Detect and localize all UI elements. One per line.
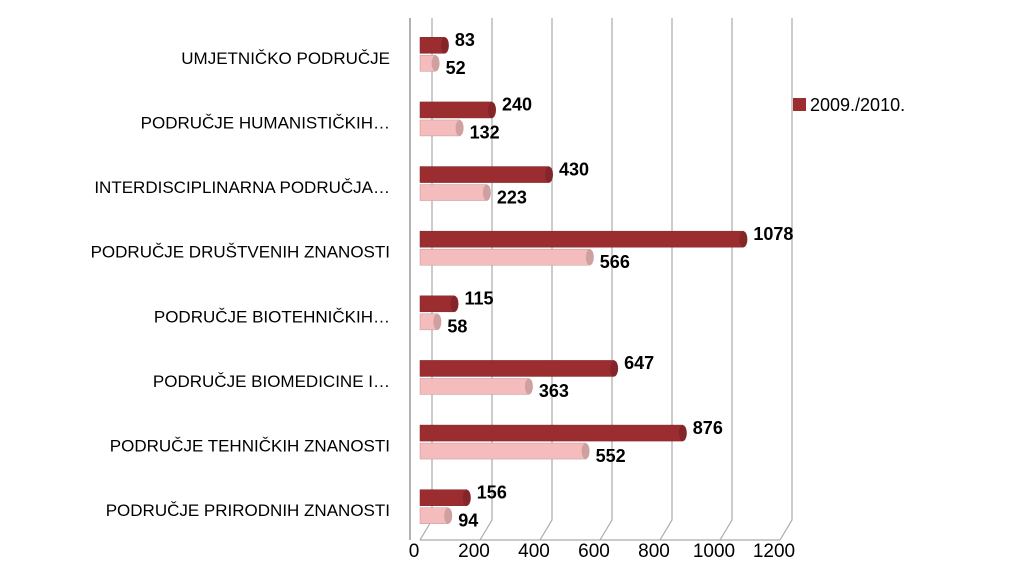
bar-body (419, 230, 744, 248)
x-tick-label: 200 (458, 541, 490, 562)
bar (419, 507, 453, 524)
bar-body (419, 166, 550, 183)
value-label: 52 (446, 58, 466, 78)
bar (419, 101, 496, 119)
value-label: 363 (539, 381, 569, 401)
x-tick-label: 400 (518, 541, 550, 562)
bar-body (419, 442, 586, 460)
bar (419, 37, 449, 54)
value-label: 132 (470, 123, 500, 143)
bar (419, 230, 748, 248)
x-tick-label: 1000 (693, 541, 735, 562)
value-label: 156 (477, 482, 507, 502)
bar-body (419, 360, 615, 377)
bar (419, 248, 594, 266)
value-label: 240 (502, 95, 532, 115)
bar-body (419, 119, 460, 137)
x-tick-label: 0 (409, 541, 420, 562)
y-tick-label: INTERDISCIPLINARNA PODRUČJA… (94, 178, 390, 197)
grid-line (599, 18, 613, 541)
legend-swatch (793, 98, 806, 111)
bar (419, 55, 440, 72)
bar-cap (524, 378, 533, 395)
bar-body (419, 184, 488, 201)
bar (419, 489, 471, 506)
grid-line (659, 18, 673, 541)
bar (419, 119, 464, 137)
x-tick-label: 1200 (753, 541, 795, 562)
bar-body (419, 507, 449, 524)
value-label: 647 (624, 353, 654, 373)
value-label: 876 (693, 418, 723, 438)
bar-body (419, 295, 455, 313)
y-tick-label: PODRUČJE PRIRODNIH ZNANOSTI (106, 501, 390, 520)
y-tick-label: PODRUČJE BIOMEDICINE I… (153, 372, 390, 391)
bar (419, 424, 687, 442)
bar-body (419, 424, 684, 442)
bar-cap (488, 101, 496, 118)
bar-body (419, 489, 468, 506)
x-tick-label: 800 (638, 541, 670, 562)
grid-line (779, 18, 793, 541)
bar (419, 442, 590, 460)
bar (419, 166, 553, 183)
value-label: 223 (497, 187, 527, 207)
value-label: 115 (465, 289, 494, 309)
bar-cap (482, 184, 491, 201)
value-label: 566 (600, 252, 630, 272)
bar-cap (450, 295, 459, 312)
bar-cap (433, 313, 442, 330)
bar-body (419, 378, 530, 395)
grid-line (719, 18, 733, 541)
bar-cap (545, 166, 553, 183)
bar-cap (678, 425, 687, 442)
bar (419, 295, 459, 313)
x-tick-label: 600 (578, 541, 610, 562)
bar-cap (455, 119, 464, 136)
y-tick-label: PODRUČJE DRUŠTVENIH ZNANOSTI (91, 243, 390, 262)
value-label: 83 (455, 30, 475, 50)
bar-cap (581, 443, 590, 460)
bar-cap (440, 37, 449, 54)
bar-cap (610, 360, 619, 377)
value-label: 1078 (753, 224, 793, 244)
bar-cap (585, 249, 594, 266)
y-tick-label: PODRUČJE HUMANISTIČKIH… (141, 113, 390, 132)
grid-line (539, 18, 553, 541)
bar-cap (444, 507, 453, 524)
y-tick-label: PODRUČJE BIOTEHNIČKIH… (154, 307, 390, 326)
legend-label: 2009./2010. (810, 95, 905, 115)
bar-body (419, 101, 493, 119)
bar-cap (739, 231, 748, 248)
grid-line (479, 18, 493, 541)
grid-line (419, 18, 433, 541)
bar-body (419, 248, 591, 266)
bar-cap (431, 55, 440, 72)
bar (419, 378, 533, 395)
y-tick-label: PODRUČJE TEHNIČKIH ZNANOSTI (110, 437, 390, 456)
bar (419, 360, 619, 377)
value-label: 430 (559, 159, 589, 179)
bar (419, 184, 491, 201)
bar-cap (462, 489, 471, 506)
value-label: 94 (458, 510, 478, 530)
value-label: 58 (447, 317, 467, 337)
value-label: 552 (596, 446, 626, 466)
y-tick-label: UMJETNIČKO PODRUČJE (181, 49, 390, 68)
bar (419, 313, 442, 331)
